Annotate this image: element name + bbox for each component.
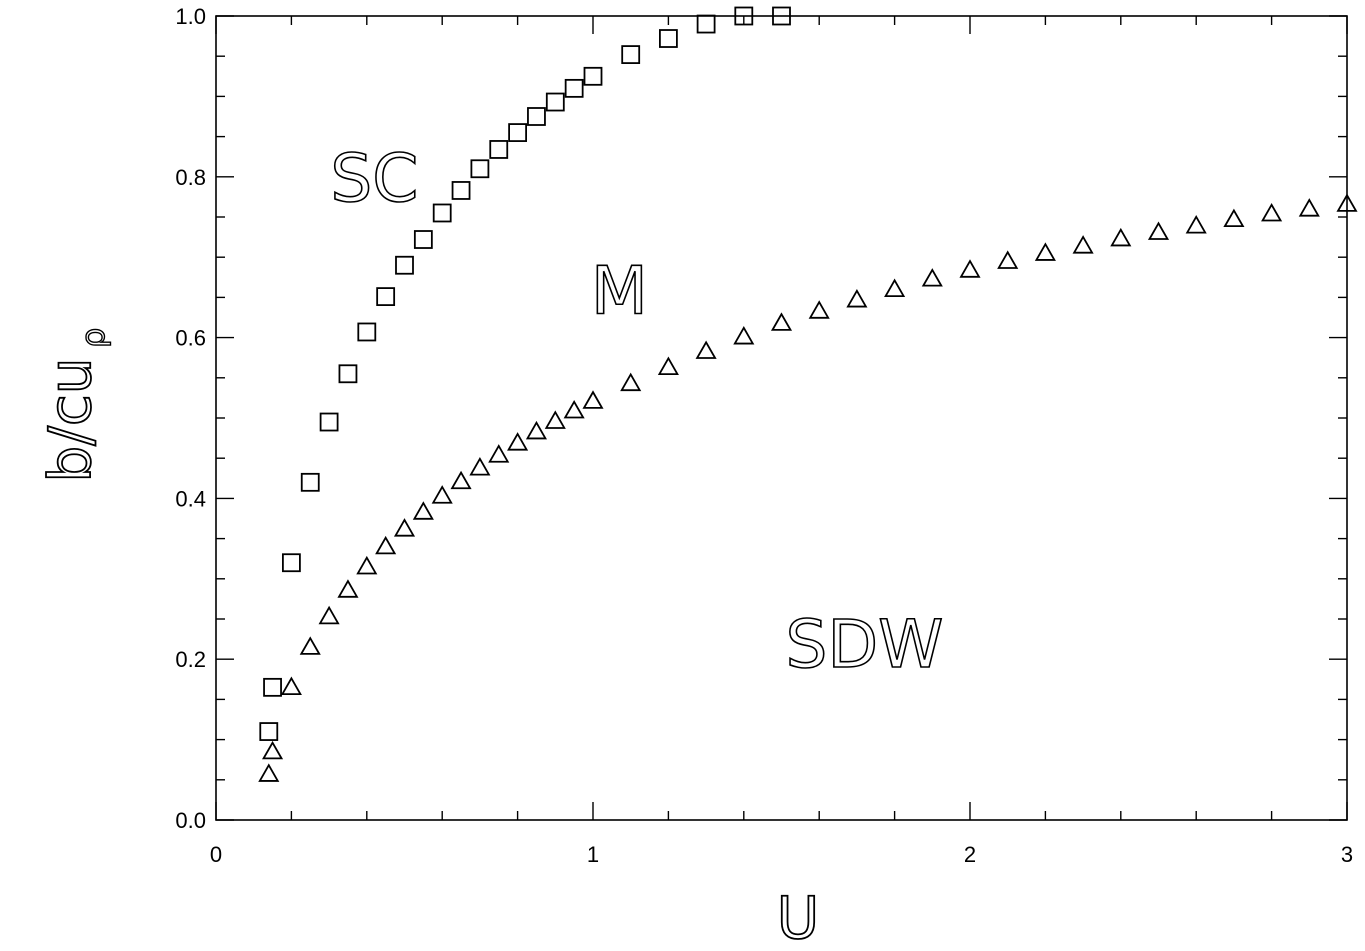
triangle-marker [959, 259, 981, 278]
square-marker [376, 287, 396, 306]
triangle-marker [544, 410, 566, 429]
triangle-marker [337, 579, 359, 598]
triangle-marker [695, 340, 717, 359]
region-label-m: M [591, 252, 648, 329]
square-marker [451, 181, 471, 200]
triangle-marker [318, 605, 340, 625]
triangle-marker [884, 278, 906, 298]
square-marker [545, 92, 565, 112]
region-label-sc: SC [330, 140, 418, 217]
triangle-marker [808, 300, 830, 319]
triangle-marker [299, 636, 321, 655]
square-marker [432, 203, 452, 223]
triangle-marker [261, 740, 284, 760]
triangle-marker [1223, 208, 1245, 228]
x-tick-label: 2 [964, 842, 976, 867]
triangle-marker [846, 288, 868, 308]
x-tick-label: 0 [210, 842, 222, 867]
x-tick-label: 3 [1341, 842, 1353, 867]
triangle-marker [921, 268, 943, 287]
square-marker [281, 553, 301, 573]
square-marker [527, 107, 546, 126]
triangle-marker [258, 763, 280, 782]
triangle-marker [1336, 193, 1358, 212]
square-marker [564, 78, 584, 98]
plot-frame-group [215, 15, 1348, 821]
square-marker [259, 722, 279, 741]
y-tick-label: 0.8 [175, 165, 206, 190]
triangle-marker [507, 432, 529, 451]
triangle-marker [356, 555, 378, 575]
triangle-marker [563, 399, 585, 419]
y-tick-label: 0.0 [175, 808, 206, 833]
triangle-marker [620, 372, 642, 392]
y-tick-label: 0.4 [175, 486, 206, 511]
triangle-marker [1147, 221, 1170, 240]
triangle-marker [469, 457, 491, 476]
square-marker [338, 364, 358, 384]
triangle-marker [280, 676, 302, 695]
square-marker [659, 29, 678, 48]
triangle-marker [1185, 215, 1207, 234]
triangle-marker [393, 518, 416, 537]
triangle-marker [1261, 202, 1283, 222]
square-marker [508, 123, 528, 142]
triangle-marker [733, 325, 755, 345]
triangle-marker [770, 312, 793, 331]
y-axis-label-subscript: ρ [74, 328, 112, 348]
square-marker [583, 66, 603, 86]
square-marker [319, 412, 339, 432]
triangle-marker [412, 501, 434, 520]
tick-labels-group: 0 1 2 3 0.0 0.2 0.4 0.6 0.8 1.0 [175, 4, 1353, 867]
square-marker [300, 472, 320, 492]
square-marker [489, 140, 509, 159]
triangle-marker [450, 470, 472, 490]
plot-border [215, 15, 1348, 821]
square-marker [772, 6, 791, 26]
triangle-marker [1034, 242, 1056, 261]
y-axis-label-group: b/cu ρ [35, 327, 113, 483]
x-axis-label: U [777, 884, 819, 951]
region-labels-group: SC M SDW [330, 139, 945, 684]
data-points-group [258, 6, 1358, 782]
x-tick-label: 1 [587, 842, 599, 867]
y-tick-label: 0.2 [175, 647, 206, 672]
square-marker [470, 159, 490, 179]
y-tick-label: 1.0 [175, 4, 206, 29]
y-axis-label: b/cu [36, 357, 104, 482]
square-marker [734, 6, 754, 26]
tick-marks-group [215, 15, 1348, 821]
triangle-marker [525, 420, 548, 440]
square-marker [357, 322, 377, 342]
triangle-marker [1072, 235, 1094, 254]
triangle-marker [657, 356, 679, 375]
triangle-marker [375, 535, 397, 555]
square-marker [263, 677, 282, 697]
triangle-marker [1298, 198, 1320, 217]
y-tick-label: 0.6 [175, 326, 206, 351]
square-marker [413, 230, 433, 249]
triangle-marker [431, 485, 453, 504]
triangle-marker [488, 444, 510, 463]
triangle-marker [582, 390, 604, 409]
square-marker [696, 14, 716, 34]
square-marker [395, 255, 414, 275]
square-marker [621, 45, 641, 64]
triangle-marker [997, 250, 1019, 269]
triangle-marker [1110, 227, 1132, 247]
region-label-sdw: SDW [785, 606, 943, 683]
